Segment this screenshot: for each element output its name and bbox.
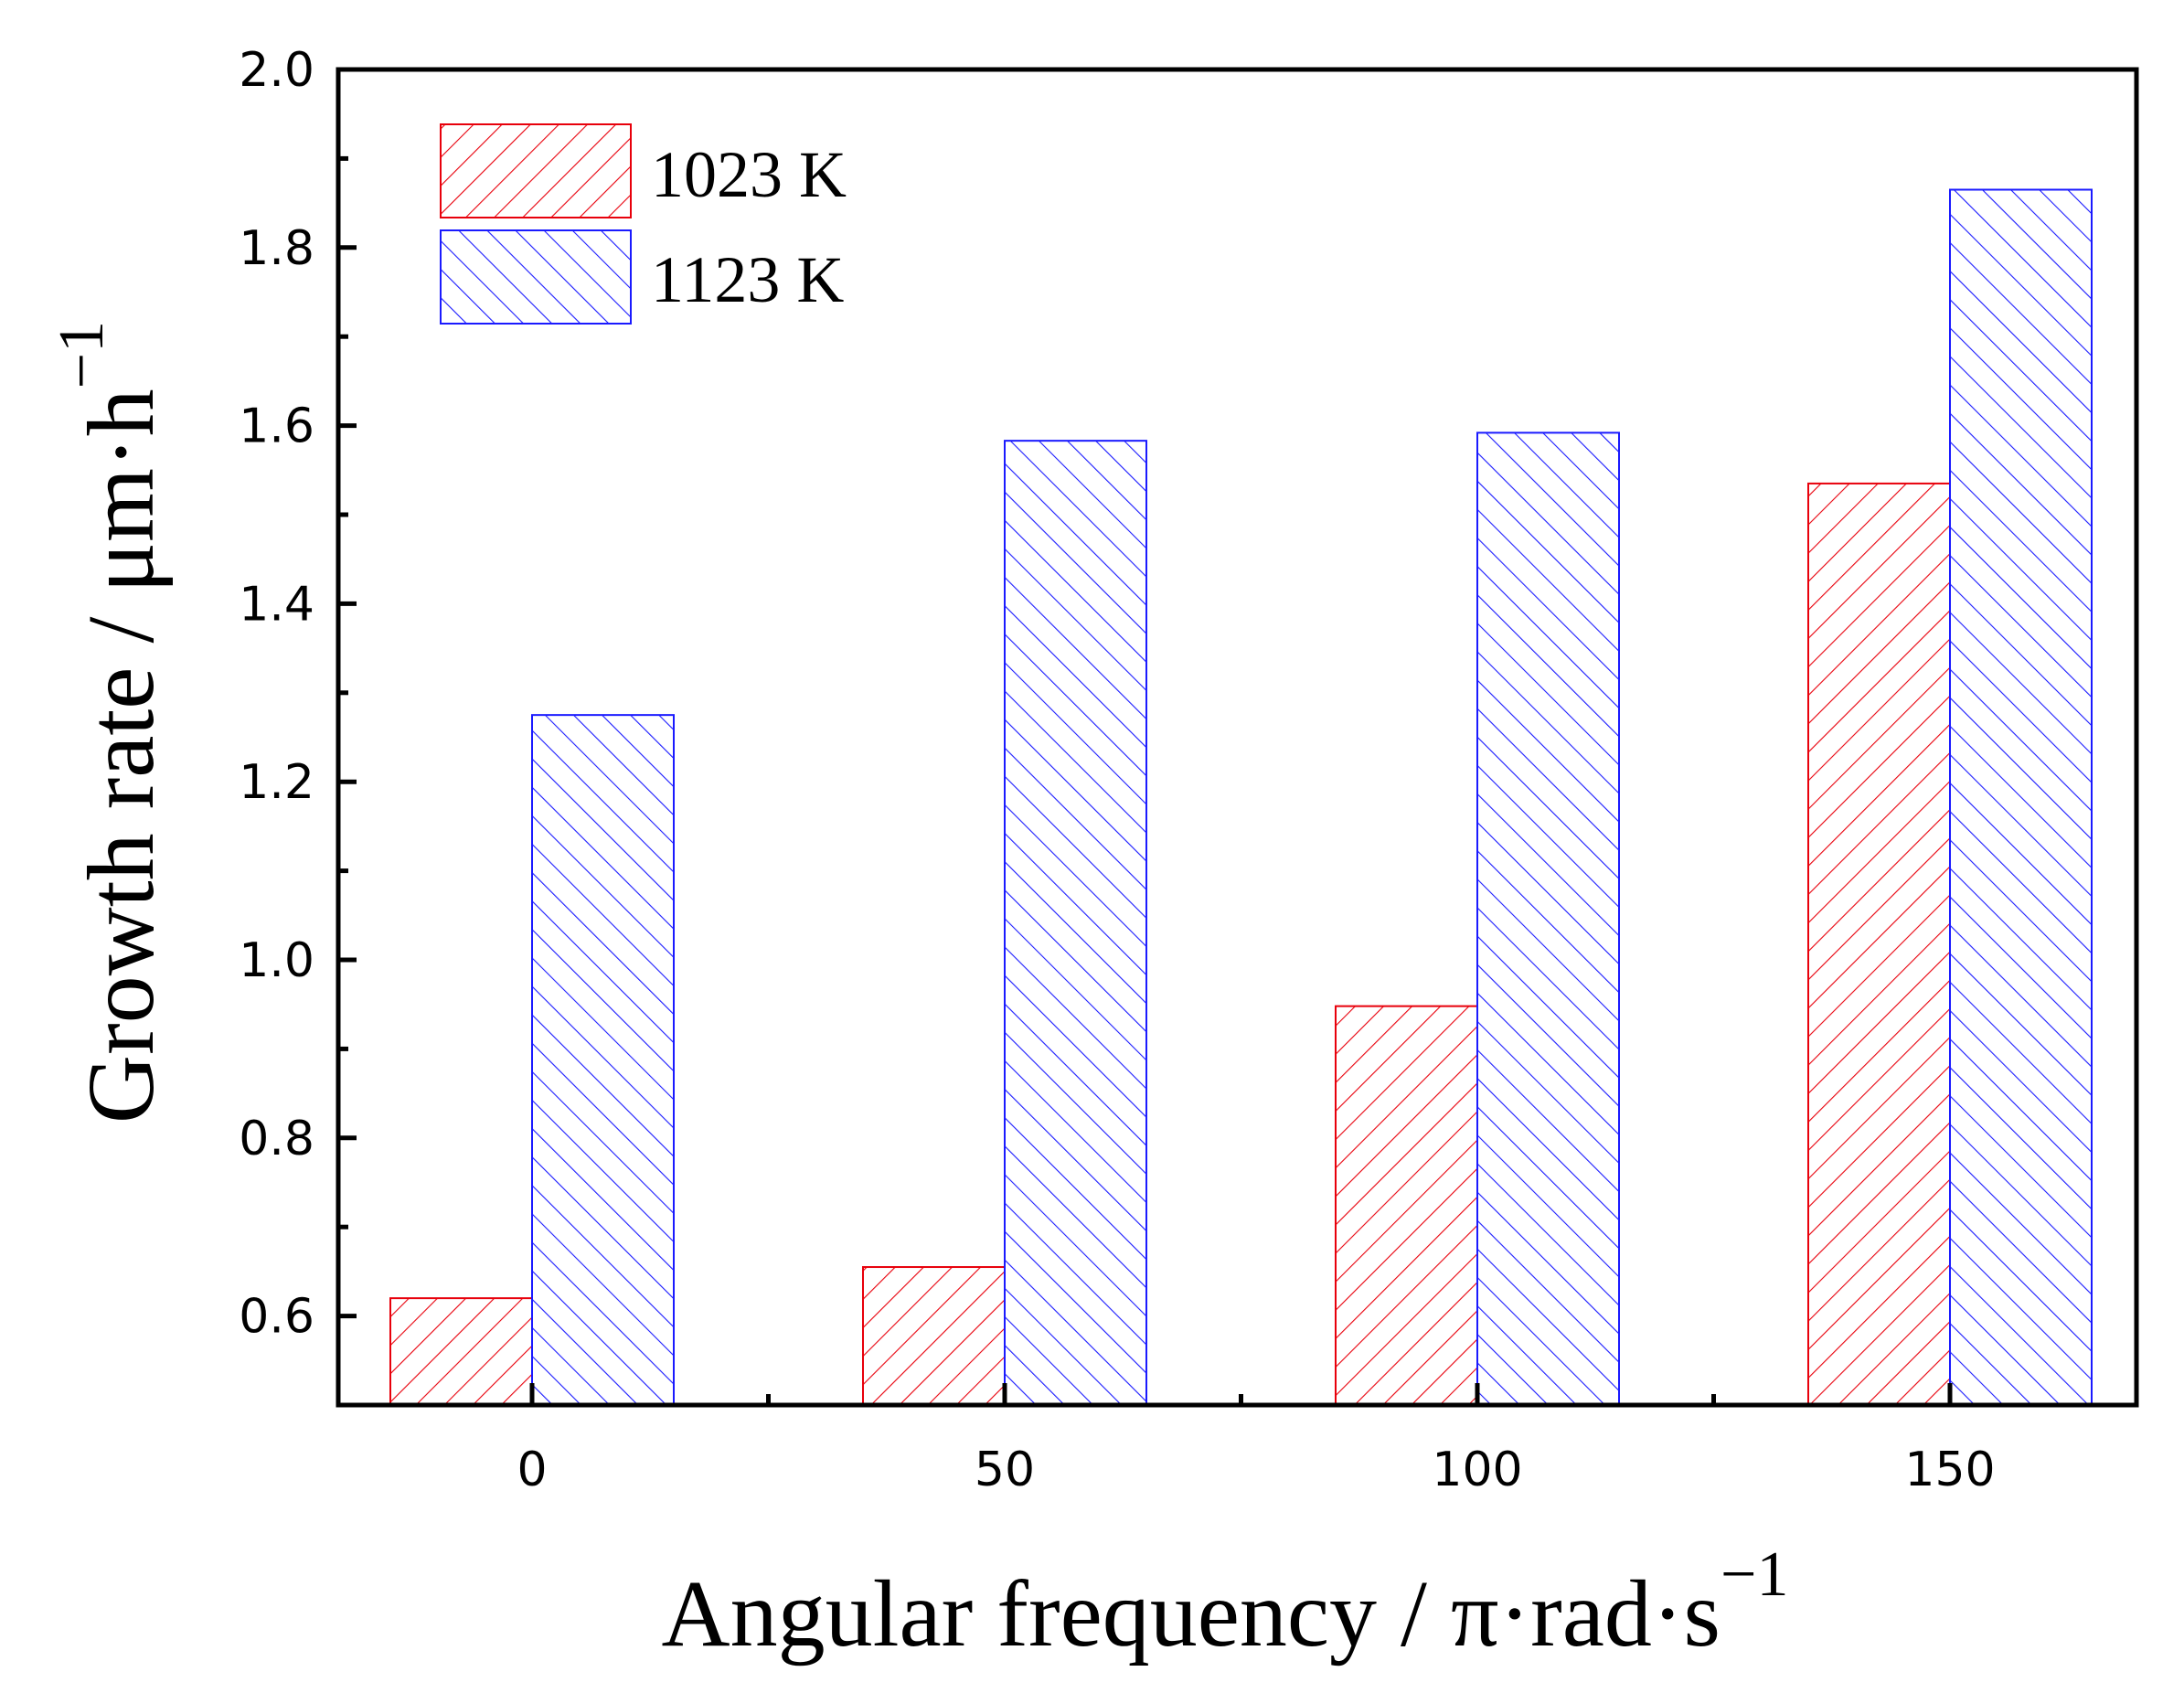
- bar-1123k-100: [1476, 431, 1620, 1407]
- y-axis-title: Growth rate / μm·h−1: [47, 321, 174, 1123]
- legend: 1023 K 1123 K: [440, 123, 847, 325]
- y-tick-label: 1.8: [239, 221, 314, 276]
- svg-text:Angular frequency / π·rad·s−1: Angular frequency / π·rad·s−1: [662, 1539, 1789, 1666]
- bar-1023k-100: [1335, 1005, 1478, 1406]
- x-axis-title-main: Angular frequency / π·rad·s: [662, 1561, 1721, 1666]
- x-tick-label-50: 50: [975, 1443, 1035, 1497]
- y-tick-label: 1.4: [239, 577, 314, 632]
- svg-text:Growth rate / μm·h−1: Growth rate / μm·h−1: [47, 321, 174, 1123]
- bars: [389, 188, 2093, 1407]
- bar-1123k-50: [1004, 440, 1147, 1407]
- axis-ticks: 0.6 0.8 1.0 1.2 1.4 1.6 1.8 2.0 0 50 100 150: [239, 43, 1995, 1497]
- x-tick-label-100: 100: [1432, 1443, 1522, 1497]
- legend-label-1023k: 1023 K: [651, 138, 847, 211]
- bar-1023k-150: [1807, 482, 1951, 1406]
- bar-1123k-0: [531, 714, 675, 1406]
- y-tick-label: 0.8: [239, 1112, 314, 1166]
- legend-swatch-1123k: [440, 229, 632, 325]
- y-axis-title-main: Growth rate / μm·h: [69, 389, 174, 1123]
- y-tick-label: 1.6: [239, 399, 314, 454]
- legend-label-1123k: 1123 K: [651, 243, 844, 316]
- y-tick-label: 2.0: [239, 43, 314, 98]
- y-tick-label: 1.2: [239, 755, 314, 810]
- bar-1023k-0: [389, 1297, 533, 1406]
- bar-1123k-150: [1949, 188, 2093, 1407]
- legend-swatch-1023k: [440, 123, 632, 218]
- x-tick-label-150: 150: [1904, 1443, 1995, 1497]
- y-tick-label: 0.6: [239, 1290, 314, 1345]
- x-axis-title-sup: −1: [1721, 1539, 1788, 1610]
- bar-1023k-50: [862, 1266, 1006, 1407]
- x-axis-title: Angular frequency / π·rad·s−1: [662, 1539, 1789, 1666]
- x-tick-label-0: 0: [517, 1443, 547, 1497]
- y-tick-label: 1.0: [239, 933, 314, 988]
- y-axis-title-sup: −1: [47, 321, 117, 389]
- plot-frame: [336, 67, 2139, 1408]
